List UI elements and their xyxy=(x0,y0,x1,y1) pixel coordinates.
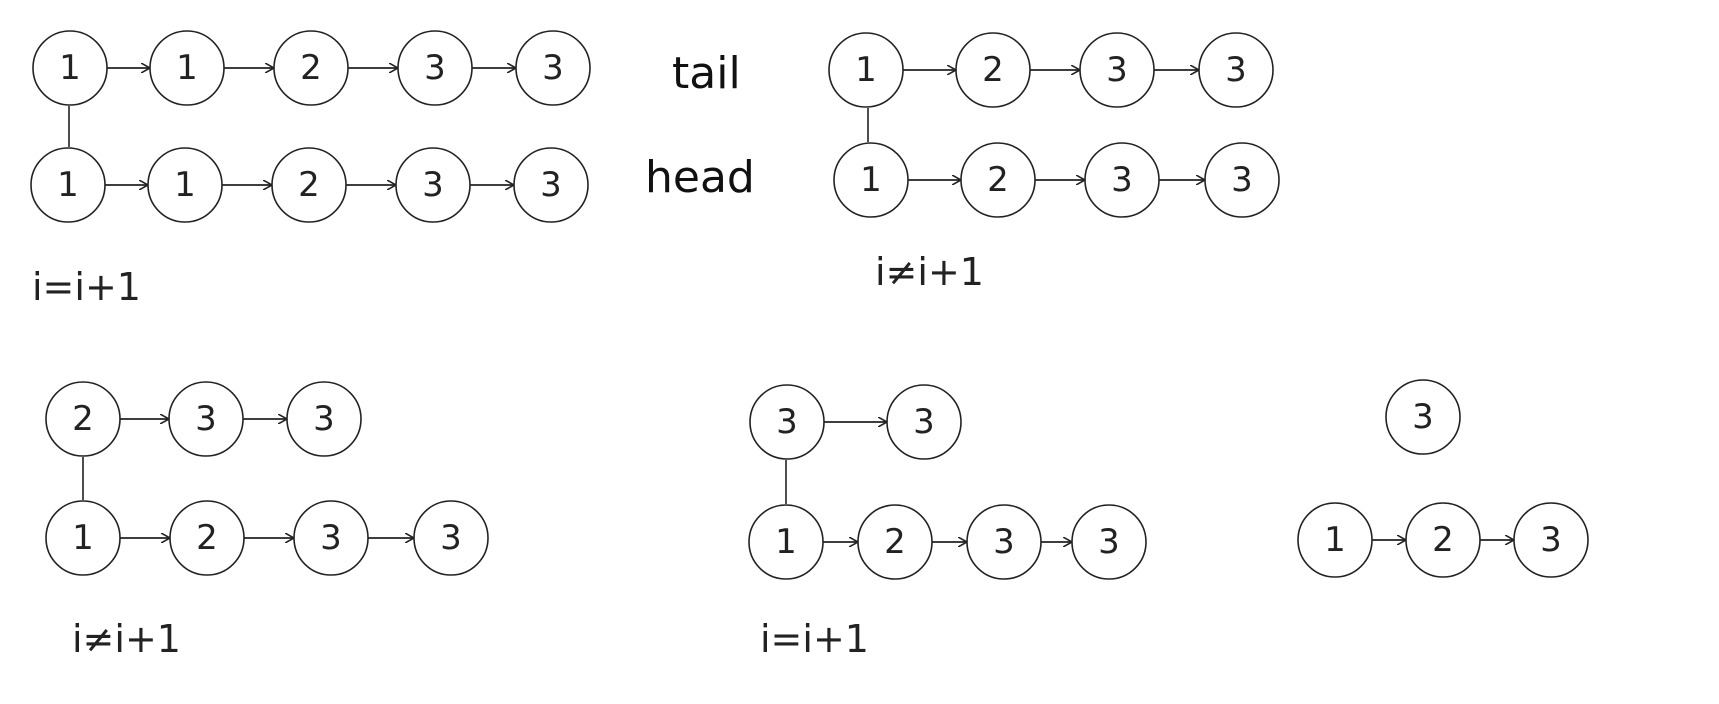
panel1-tail-node-value-2: 1 xyxy=(176,48,198,88)
panel1-head-node-5 xyxy=(513,147,589,223)
panel2-tail-node-value-2: 2 xyxy=(982,50,1004,90)
panel4-tail-node-2 xyxy=(886,384,962,460)
panel3-head-node-value-1: 1 xyxy=(72,518,94,558)
panel2-head-node-4 xyxy=(1204,142,1280,218)
panel1-head-node-value-3: 2 xyxy=(298,165,320,205)
panel5-head-node-value-2: 2 xyxy=(1432,520,1454,560)
panel3-tail-node-value-2: 3 xyxy=(195,399,217,439)
condition-label-1: i=i+1 xyxy=(32,265,141,309)
panel1-head-node-value-4: 3 xyxy=(422,165,444,205)
head-label: head xyxy=(645,152,755,203)
panel3-head-node-value-2: 2 xyxy=(196,518,218,558)
panel3-tail-node-value-1: 2 xyxy=(72,399,94,439)
panel4-head-node-value-1: 1 xyxy=(775,522,797,562)
panel2-head-node-value-4: 3 xyxy=(1231,160,1253,200)
tail-label: tail xyxy=(672,48,741,99)
panel2-head-node-value-3: 3 xyxy=(1111,160,1133,200)
panel1-head-node-value-5: 3 xyxy=(540,165,562,205)
panel2-head-node-value-1: 1 xyxy=(860,160,882,200)
panel1-tail-node-value-4: 3 xyxy=(424,48,446,88)
panel4-head-node-value-3: 3 xyxy=(993,522,1015,562)
panel1-tail-node-value-1: 1 xyxy=(59,48,81,88)
panel4-head-node-value-2: 2 xyxy=(884,522,906,562)
panel4-tail-node-value-2: 3 xyxy=(913,402,935,442)
panel2-head-node-value-2: 2 xyxy=(987,160,1009,200)
panel3-head-node-4 xyxy=(413,500,489,576)
panel1-tail-node-value-5: 3 xyxy=(542,48,564,88)
panel5-tail-node-1 xyxy=(1385,379,1461,455)
panel4-tail-node-value-1: 3 xyxy=(776,402,798,442)
panel4-head-node-4 xyxy=(1071,504,1147,580)
panel5-head-node-3 xyxy=(1513,502,1589,578)
panel3-tail-node-3 xyxy=(286,381,362,457)
panel3-head-node-value-3: 3 xyxy=(320,518,342,558)
panel2-tail-node-value-1: 1 xyxy=(855,50,877,90)
panel5-head-node-value-3: 3 xyxy=(1540,520,1562,560)
panel2-tail-node-value-4: 3 xyxy=(1225,50,1247,90)
panel1-head-node-value-2: 1 xyxy=(174,165,196,205)
panel2-tail-node-value-3: 3 xyxy=(1106,50,1128,90)
condition-label-4: i=i+1 xyxy=(760,617,869,661)
panel1-tail-node-5 xyxy=(515,30,591,106)
condition-label-2: i≠i+1 xyxy=(875,250,984,294)
linked-lists: 1 1 2 3 3 1 1 2 3 3 1 2 3 3 1 2 3 3 2 3 3 1 2 3 3 3 3 1 2 3 3 3 1 2 3 xyxy=(30,30,1589,580)
panel5-tail-node-value-1: 3 xyxy=(1412,397,1434,437)
panel3-head-node-value-4: 3 xyxy=(440,518,462,558)
condition-label-3: i≠i+1 xyxy=(72,617,181,661)
panel2-tail-node-4 xyxy=(1198,32,1274,108)
panel1-head-node-value-1: 1 xyxy=(57,165,79,205)
panel1-tail-node-value-3: 2 xyxy=(300,48,322,88)
panel5-head-node-value-1: 1 xyxy=(1324,520,1346,560)
panel4-head-node-value-4: 3 xyxy=(1098,522,1120,562)
panel3-tail-node-value-3: 3 xyxy=(313,399,335,439)
